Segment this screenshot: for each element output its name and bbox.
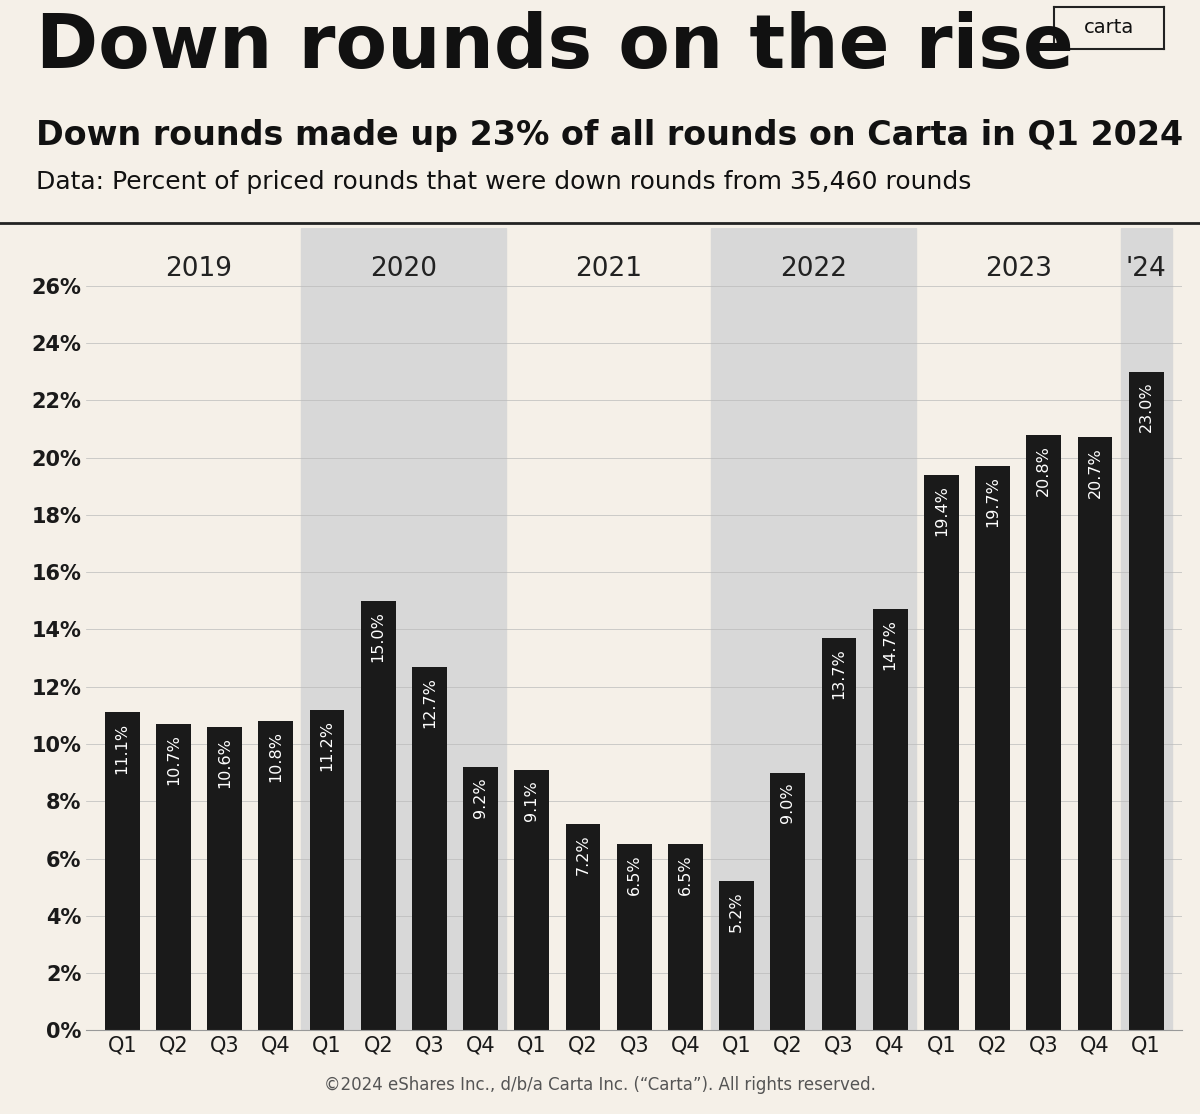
Bar [258,721,293,1030]
Bar [668,844,703,1030]
Bar [976,466,1010,1030]
Bar [208,726,242,1030]
Text: 2020: 2020 [371,256,437,283]
Text: 9.0%: 9.0% [780,783,796,823]
Bar [1121,228,1171,1030]
Text: 10.7%: 10.7% [166,734,181,785]
Text: ©2024 eShares Inc., d/b/a Carta Inc. (“Carta”). All rights reserved.: ©2024 eShares Inc., d/b/a Carta Inc. (“C… [324,1076,876,1094]
Text: 19.4%: 19.4% [934,485,949,536]
Bar [301,228,506,1030]
Text: 5.2%: 5.2% [730,891,744,932]
Text: 10.8%: 10.8% [269,731,283,782]
Bar [565,824,600,1030]
Text: '24: '24 [1126,256,1166,283]
Text: 12.7%: 12.7% [422,676,437,727]
Text: 2022: 2022 [780,256,847,283]
Bar [1129,372,1164,1030]
Text: 9.2%: 9.2% [473,776,488,818]
Text: 6.5%: 6.5% [678,854,692,895]
Text: 20.7%: 20.7% [1087,448,1103,498]
Text: 20.8%: 20.8% [1037,444,1051,496]
Text: Down rounds on the rise: Down rounds on the rise [36,11,1074,85]
Bar [1078,438,1112,1030]
Bar [719,881,754,1030]
Bar [412,666,446,1030]
Bar [822,638,857,1030]
Text: 23.0%: 23.0% [1139,382,1153,432]
Text: 2021: 2021 [575,256,642,283]
Text: 6.5%: 6.5% [626,854,642,895]
Bar [770,773,805,1030]
Text: 13.7%: 13.7% [832,648,846,698]
Text: Down rounds made up 23% of all rounds on Carta in Q1 2024: Down rounds made up 23% of all rounds on… [36,119,1183,153]
Text: Data: Percent of priced rounds that were down rounds from 35,460 rounds: Data: Percent of priced rounds that were… [36,170,971,195]
Text: 9.1%: 9.1% [524,780,539,821]
Bar [872,609,907,1030]
Bar [1026,434,1061,1030]
Bar [463,766,498,1030]
Bar [361,600,396,1030]
Text: 10.6%: 10.6% [217,736,232,788]
Text: 2023: 2023 [985,256,1051,283]
Bar [156,724,191,1030]
Bar [104,713,139,1030]
Bar [924,475,959,1030]
Bar [710,228,916,1030]
Text: 11.1%: 11.1% [115,723,130,773]
Bar [310,710,344,1030]
Bar [515,770,550,1030]
Text: 7.2%: 7.2% [576,834,590,874]
Text: carta: carta [1084,18,1134,38]
Text: 15.0%: 15.0% [371,610,385,662]
Text: 2019: 2019 [166,256,233,283]
Text: 11.2%: 11.2% [319,720,335,771]
Bar [617,844,652,1030]
Text: 19.7%: 19.7% [985,476,1000,527]
Text: 14.7%: 14.7% [883,619,898,671]
